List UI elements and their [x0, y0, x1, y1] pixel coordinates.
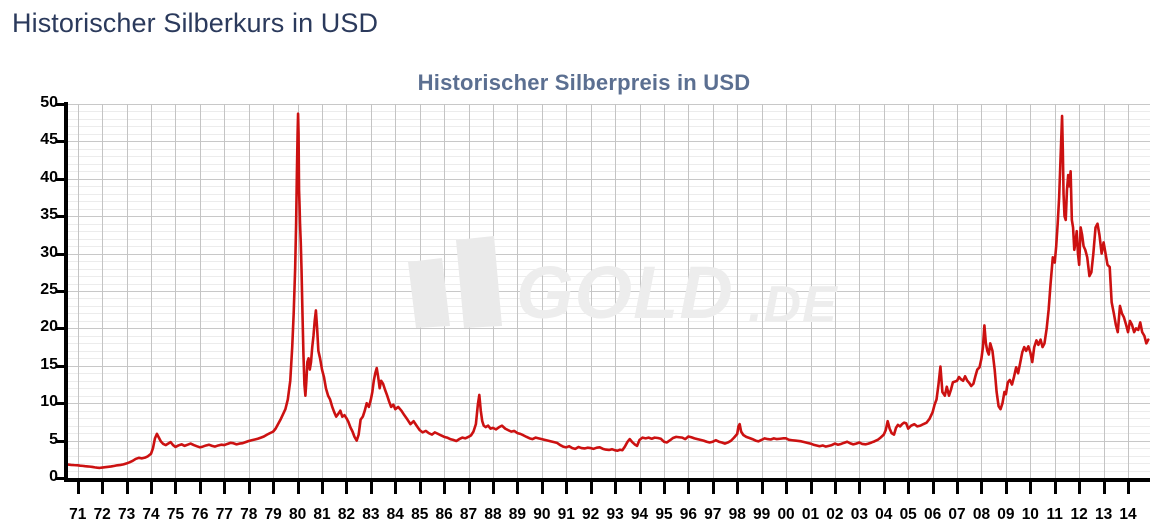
x-tick-label: 75	[166, 506, 185, 523]
x-tick-label: 91	[557, 506, 575, 523]
y-tick-label: 0	[49, 468, 58, 485]
y-tick-label: 30	[40, 243, 58, 261]
x-tick-label: 84	[386, 506, 404, 523]
x-tick-label: 76	[191, 506, 209, 523]
x-tick-label: 82	[337, 506, 356, 523]
x-axis-line	[64, 478, 1150, 482]
y-tick-label: 10	[40, 393, 58, 411]
chart-container: Historischer Silberpreis in USD 0 5 10 15 20…	[0, 56, 1168, 528]
x-tick-label: 80	[288, 506, 307, 523]
x-tick-label: 92	[582, 506, 600, 523]
x-tick-label: 13	[1094, 506, 1113, 523]
price-series	[68, 112, 1150, 470]
chart-title: Historischer Silberpreis in USD	[417, 70, 751, 95]
y-tick-label: 40	[40, 168, 58, 186]
x-tick-label: 71	[69, 506, 87, 523]
grid-lines	[68, 104, 1150, 478]
x-tick-label: 07	[948, 506, 966, 523]
x-tick-label: 97	[704, 506, 722, 523]
x-tick-label: 01	[801, 506, 820, 523]
x-tick-label: 88	[484, 506, 502, 523]
x-tick-label: 99	[753, 506, 771, 523]
x-tick-label: 89	[508, 506, 527, 523]
x-tick-label: 73	[117, 506, 136, 523]
x-tick-label: 79	[264, 506, 282, 523]
x-tick-label: 78	[240, 506, 258, 523]
y-tick-label: 50	[40, 94, 58, 111]
x-tick-label: 77	[215, 506, 233, 523]
x-tick-label: 04	[875, 506, 893, 523]
y-tick-label: 5	[49, 430, 58, 448]
x-tick-label: 98	[728, 506, 746, 523]
page-title: Historischer Silberkurs in USD	[12, 8, 379, 38]
x-tick-label: 10	[1021, 506, 1039, 523]
axis-ticks	[56, 103, 1130, 494]
x-tick-label: 05	[899, 506, 917, 523]
x-tick-label: 96	[679, 506, 697, 523]
x-tick-label: 12	[1070, 506, 1088, 523]
x-tick-label: 72	[93, 506, 111, 523]
y-tick-label: 25	[40, 281, 58, 298]
y-tick-label: 20	[40, 318, 58, 336]
x-tick-label: 90	[533, 506, 551, 523]
x-tick-label: 87	[459, 506, 478, 523]
x-tick-label: 81	[313, 506, 331, 523]
x-tick-label: 00	[777, 506, 795, 523]
x-tick-label: 83	[362, 506, 380, 523]
x-tick-label: 85	[411, 506, 429, 523]
y-axis-labels: 0 5 10 15 20 25 30 35 40 45 50	[0, 56, 58, 528]
x-tick-label: 14	[1119, 506, 1137, 523]
x-tick-label: 09	[997, 506, 1015, 523]
x-tick-label: 74	[142, 506, 160, 523]
x-axis-labels: 71 72 73 74 75 76 77 78 79 80 81 82 83 84 85 86 87 88 89 90…	[0, 494, 1168, 528]
series-line	[68, 112, 1150, 470]
x-tick-label: 95	[655, 506, 673, 523]
x-tick-label: 03	[850, 506, 868, 523]
y-tick-label: 45	[40, 131, 58, 149]
x-tick-label: 94	[630, 506, 649, 523]
x-tick-label: 11	[1046, 506, 1063, 523]
x-tick-label: 93	[606, 506, 624, 523]
x-tick-label: 86	[435, 506, 453, 523]
y-tick-label: 15	[40, 355, 58, 373]
x-tick-label: 06	[923, 506, 942, 523]
x-tick-label: 02	[826, 506, 844, 523]
y-tick-label: 35	[40, 206, 58, 224]
x-tick-label: 08	[972, 506, 991, 523]
